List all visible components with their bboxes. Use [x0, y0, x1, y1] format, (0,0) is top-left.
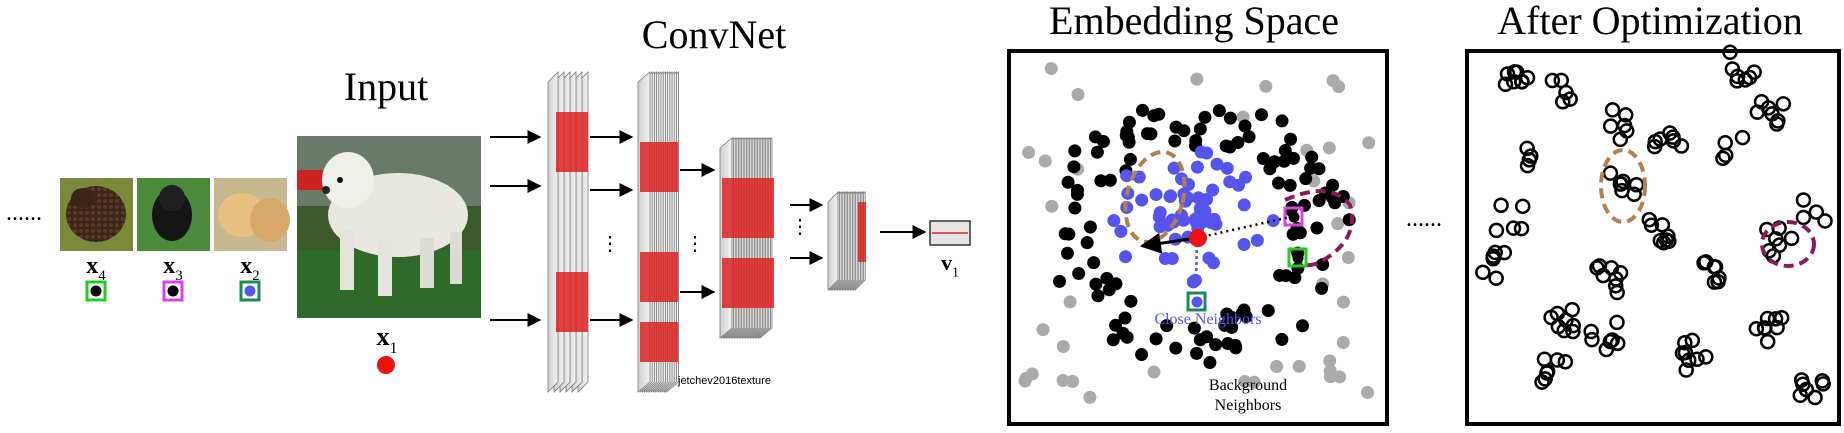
middle-ellipsis: ...... [1406, 206, 1442, 232]
other-points [1018, 62, 1376, 404]
label-x3: x3 [163, 253, 182, 284]
optimized-clusters [1475, 44, 1833, 406]
marker-dot-x4 [90, 285, 102, 297]
input-arrows [490, 130, 542, 327]
output-vector [880, 220, 971, 246]
marker-dot-x2 [244, 285, 256, 297]
conv-vdots-3: ⋮ [790, 216, 810, 238]
arrow-to-background [1196, 215, 1291, 240]
embedding-title: Embedding Space [1049, 0, 1339, 43]
background-neighbors-line1: Background [1209, 377, 1287, 394]
label-v1: v1 [941, 250, 959, 280]
arrow-push [1139, 232, 1191, 254]
cluster-ring-magenta [1284, 189, 1354, 267]
watermark-text: jetchev2016texture [677, 375, 771, 387]
conv-layer-3 [719, 137, 774, 339]
thumb-x4 [60, 178, 133, 251]
marker-box-x4-embedded [1287, 247, 1308, 268]
close-neighbor-points [1107, 145, 1280, 289]
label-x2: x2 [240, 253, 259, 284]
query-point [1189, 229, 1207, 247]
conv-layer-4 [827, 191, 866, 291]
conv-arrows [590, 130, 824, 327]
close-neighbors-label: Close Neighbors [1154, 311, 1261, 328]
thumb-x2 [214, 178, 290, 251]
main-input-image [297, 136, 481, 318]
left-ellipsis: ...... [6, 200, 42, 226]
label-x1: x1 [376, 322, 397, 357]
convnet-title: ConvNet [642, 12, 786, 57]
background-neighbors-line2: Neighbors [1215, 397, 1282, 414]
cluster-ring-brown [1123, 149, 1187, 245]
after-panel [1465, 49, 1841, 426]
background-neighbor-points [1053, 103, 1356, 370]
conv-vdots-1: ⋮ [600, 233, 620, 255]
thumb-x3 [137, 178, 210, 251]
conv-vdots-2: ⋮ [685, 233, 705, 255]
conv-layer-2 [637, 71, 679, 393]
cluster-ring-brown-after [1599, 148, 1647, 224]
cluster-ring-magenta-after [1760, 220, 1816, 268]
marker-box-x2-embedded [1186, 291, 1207, 312]
conv-layer-1 [547, 71, 589, 393]
after-title: After Optimization [1497, 0, 1802, 43]
input-title: Input [344, 64, 428, 109]
label-x4: x4 [86, 253, 106, 284]
marker-dot-x3 [167, 285, 179, 297]
query-dot-x1 [377, 356, 395, 374]
marker-box-x3-embedded [1283, 206, 1304, 227]
